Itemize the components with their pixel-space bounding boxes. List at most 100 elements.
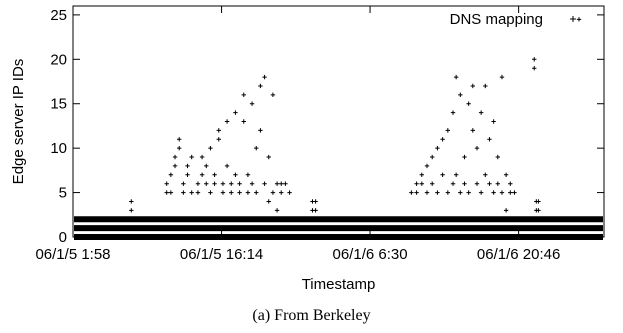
data-point bbox=[424, 190, 430, 195]
data-point bbox=[440, 137, 445, 142]
data-point bbox=[440, 172, 445, 178]
x-tick-label: 06/1/5 1:58 bbox=[35, 246, 110, 263]
data-point bbox=[532, 57, 537, 62]
data-point bbox=[208, 145, 213, 151]
data-point bbox=[536, 199, 541, 204]
data-point bbox=[419, 172, 424, 178]
legend-label: DNS mapping bbox=[450, 11, 543, 28]
data-point bbox=[249, 101, 255, 106]
data-point bbox=[274, 208, 280, 213]
data-point bbox=[508, 190, 513, 195]
data-point bbox=[487, 137, 492, 142]
data-point bbox=[453, 172, 459, 178]
x-tick-label: 06/1/5 16:14 bbox=[180, 246, 263, 263]
data-point bbox=[445, 128, 451, 133]
data-point bbox=[237, 181, 242, 186]
data-point bbox=[204, 163, 209, 169]
data-point bbox=[195, 181, 201, 186]
data-point bbox=[483, 83, 488, 89]
data-point bbox=[414, 190, 419, 195]
legend-marker bbox=[570, 16, 576, 22]
data-point bbox=[233, 172, 238, 178]
data-point bbox=[249, 181, 255, 186]
data-point bbox=[470, 83, 476, 89]
data-point bbox=[474, 145, 480, 151]
data-point bbox=[576, 17, 582, 22]
data-point bbox=[177, 137, 182, 142]
data-point bbox=[266, 199, 271, 204]
data-point bbox=[177, 145, 182, 151]
data-point bbox=[466, 101, 471, 106]
data-point bbox=[258, 128, 263, 133]
data-point bbox=[462, 154, 467, 160]
data-point bbox=[450, 110, 456, 115]
data-point bbox=[409, 190, 414, 195]
data-point bbox=[245, 172, 251, 178]
data-point bbox=[445, 190, 451, 195]
data-point bbox=[254, 190, 259, 195]
data-point bbox=[224, 119, 230, 124]
data-point bbox=[462, 181, 467, 186]
data-point bbox=[512, 190, 517, 195]
data-point bbox=[129, 208, 134, 213]
data-point bbox=[453, 74, 459, 80]
data-point bbox=[419, 181, 424, 186]
data-point bbox=[491, 119, 496, 124]
data-point bbox=[172, 163, 178, 169]
y-tick-label: 20 bbox=[50, 51, 67, 68]
data-point bbox=[536, 208, 541, 213]
data-point bbox=[430, 154, 435, 160]
data-point bbox=[499, 190, 505, 195]
data-point bbox=[313, 208, 318, 213]
data-point bbox=[279, 190, 284, 195]
x-axis-label: Timestamp bbox=[302, 276, 376, 293]
data-point bbox=[216, 128, 221, 133]
data-point bbox=[287, 190, 292, 195]
data-point bbox=[483, 172, 488, 178]
data-point bbox=[168, 190, 174, 195]
data-point bbox=[499, 74, 505, 80]
data-point bbox=[212, 172, 217, 178]
data-point bbox=[532, 65, 537, 71]
plot-frame bbox=[72, 5, 605, 238]
data-point bbox=[189, 154, 194, 160]
data-point bbox=[414, 181, 419, 186]
y-axis-label: Edge server IP IDs bbox=[10, 59, 27, 185]
data-point bbox=[229, 190, 234, 195]
data-point bbox=[424, 163, 430, 169]
data-point bbox=[487, 181, 492, 186]
data-point bbox=[270, 92, 276, 98]
data-point bbox=[495, 181, 500, 186]
data-point bbox=[199, 172, 205, 178]
data-point bbox=[258, 83, 263, 89]
data-point bbox=[503, 172, 509, 178]
data-point bbox=[212, 181, 217, 186]
y-tick-label: 15 bbox=[50, 96, 67, 113]
x-tick-label: 06/1/6 20:46 bbox=[477, 246, 560, 263]
data-point bbox=[262, 74, 267, 80]
data-point bbox=[430, 181, 435, 186]
data-point bbox=[185, 172, 190, 178]
data-point bbox=[164, 190, 169, 195]
data-point bbox=[503, 208, 509, 213]
data-point bbox=[491, 190, 496, 195]
data-point bbox=[470, 128, 476, 133]
data-point bbox=[450, 181, 456, 186]
data-point bbox=[172, 154, 178, 160]
data-point bbox=[279, 181, 284, 186]
data-point bbox=[466, 190, 471, 195]
data-point bbox=[478, 110, 484, 115]
data-point bbox=[241, 119, 246, 124]
y-tick-label: 0 bbox=[59, 229, 67, 246]
data-point bbox=[220, 181, 226, 186]
data-point bbox=[237, 190, 242, 195]
data-point bbox=[458, 92, 463, 98]
data-point bbox=[435, 190, 440, 195]
data-point bbox=[245, 190, 251, 195]
data-point bbox=[204, 181, 209, 186]
data-point bbox=[168, 172, 174, 178]
data-point bbox=[474, 181, 480, 186]
data-point bbox=[508, 181, 513, 186]
data-point bbox=[129, 199, 134, 204]
